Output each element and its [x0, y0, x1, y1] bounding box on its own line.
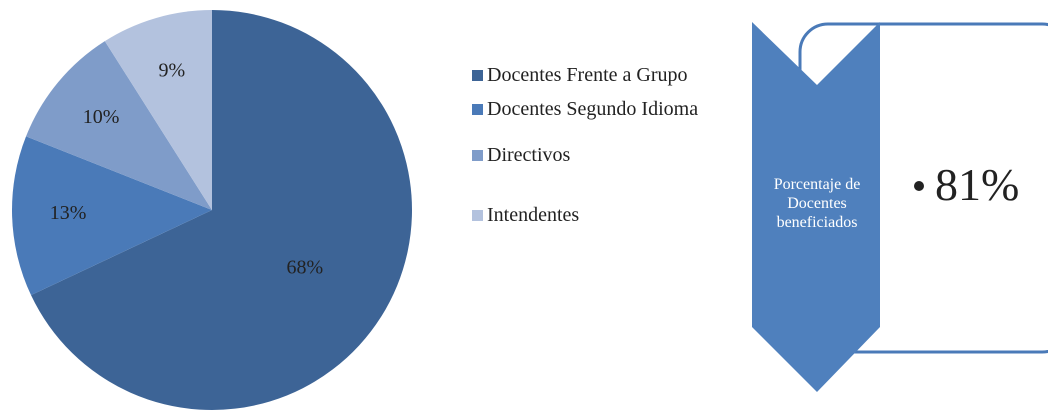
- legend-item: Intendentes: [472, 202, 712, 228]
- legend-item: Docentes Segundo Idioma: [472, 96, 712, 122]
- pie-slice: [31, 10, 413, 410]
- data-label: 10%: [83, 106, 120, 128]
- legend-swatch: [472, 104, 483, 115]
- legend: Docentes Frente a Grupo Docentes Segundo …: [472, 62, 712, 228]
- legend-label: Docentes Segundo Idioma: [487, 98, 699, 120]
- pie-slice: [26, 41, 212, 210]
- legend-swatch: [472, 210, 483, 221]
- legend-label: Intendentes: [487, 204, 580, 226]
- chevron: [752, 22, 880, 392]
- legend-item: Directivos: [472, 142, 712, 168]
- data-label: 9%: [158, 59, 185, 81]
- legend-swatch: [472, 70, 483, 81]
- legend-label: Directivos: [487, 144, 571, 166]
- legend-item: Docentes Frente a Grupo: [472, 62, 712, 88]
- data-label: 68%: [287, 257, 324, 279]
- legend-label: Docentes Frente a Grupo: [487, 64, 688, 86]
- bullet: [914, 181, 924, 191]
- callout-label: Porcentaje de Docentes beneficiados: [773, 176, 861, 231]
- pie-slice: [12, 136, 212, 296]
- pie-slice: [104, 10, 212, 210]
- legend-swatch: [472, 150, 483, 161]
- callout-value: 81%: [935, 159, 1020, 210]
- data-label: 13%: [50, 202, 87, 224]
- pie: 68% 13% 10% 9%: [12, 10, 413, 410]
